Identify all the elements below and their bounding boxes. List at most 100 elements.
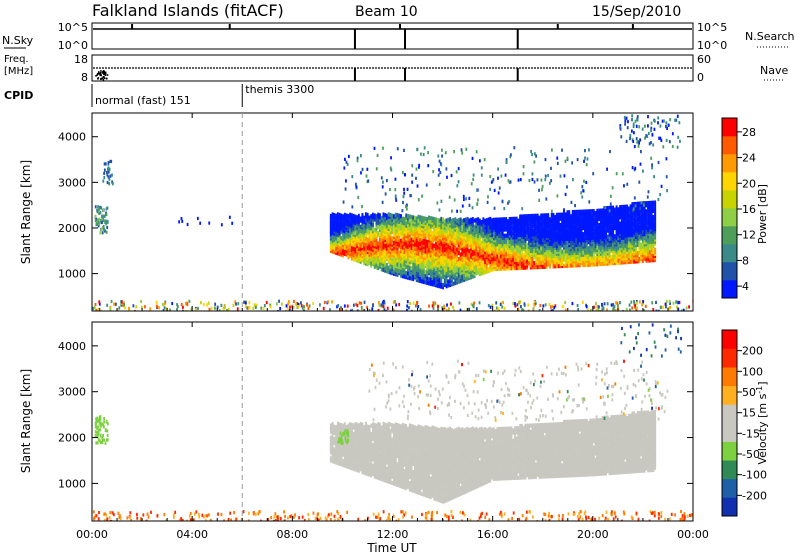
power-cell — [633, 223, 635, 227]
power-cell — [496, 246, 498, 250]
power-cell — [409, 272, 411, 276]
power-cell — [532, 178, 534, 181]
power-cell — [409, 219, 411, 223]
power-cell — [353, 214, 355, 218]
power-cell — [385, 192, 387, 195]
power-cell — [669, 140, 671, 143]
power-cell — [634, 167, 636, 170]
power-cell — [620, 135, 622, 138]
power-cell — [593, 254, 595, 258]
power-cell — [382, 268, 384, 272]
power-cell — [503, 254, 505, 258]
nsearch-label: N.Search — [745, 30, 795, 43]
power-cell — [634, 196, 636, 199]
power-cell — [677, 308, 679, 311]
power-cell — [509, 250, 511, 254]
power-cell — [423, 153, 425, 156]
power-cell — [487, 201, 489, 204]
power-cell — [481, 220, 483, 224]
power-cell — [582, 210, 584, 214]
power-cell — [489, 175, 491, 178]
power-cell — [645, 226, 647, 230]
power-cell — [419, 223, 421, 227]
power-cell — [453, 150, 455, 153]
power-cell — [514, 258, 516, 262]
power-cell — [531, 224, 533, 228]
station-title: Falkland Islands (fitACF) — [92, 1, 284, 20]
power-cell — [610, 206, 612, 210]
power-cell — [377, 213, 379, 217]
power-cell — [629, 137, 631, 140]
power-cell — [647, 124, 649, 127]
power-cell — [565, 193, 567, 196]
power-cell — [449, 217, 451, 221]
power-cell — [654, 200, 656, 204]
power-cell — [526, 214, 528, 218]
power-cell — [470, 218, 472, 222]
power-cell — [339, 213, 341, 217]
power-cell — [663, 119, 665, 122]
power-cell — [600, 209, 602, 213]
power-cell — [388, 212, 390, 216]
power-cell — [344, 252, 346, 256]
power-cell — [411, 164, 413, 167]
power-cell — [637, 115, 639, 118]
power-cell — [603, 233, 605, 237]
power-cell — [528, 239, 530, 243]
power-cell — [456, 239, 458, 243]
power-cell — [647, 201, 649, 205]
power-cell — [648, 132, 650, 135]
power-cell — [616, 172, 618, 175]
power-cell — [551, 252, 553, 256]
power-cell — [607, 214, 609, 218]
power-cell — [404, 250, 406, 254]
power-cell — [447, 218, 449, 222]
power-cell — [651, 215, 653, 219]
power-cell — [500, 254, 502, 258]
power-cell — [423, 239, 425, 243]
power-cell — [423, 257, 425, 261]
power-cell — [510, 229, 512, 233]
power-cell — [370, 237, 372, 241]
power-cell — [472, 250, 474, 254]
power-cell — [379, 213, 381, 217]
power-cell — [333, 246, 335, 250]
power-cell — [560, 213, 562, 217]
power-cell — [465, 197, 467, 200]
power-cell — [540, 213, 542, 217]
power-cell — [347, 163, 349, 166]
power-cell — [642, 212, 644, 216]
power-cell — [537, 224, 539, 228]
power-cell — [417, 184, 419, 187]
power-cell — [382, 201, 384, 204]
power-cell — [631, 202, 633, 206]
power-cell — [451, 251, 453, 255]
power-cell — [458, 218, 460, 222]
power-cell — [458, 273, 460, 277]
power-cell — [340, 236, 342, 240]
power-cell — [619, 221, 621, 225]
power-cell — [486, 253, 488, 257]
power-cell — [391, 226, 393, 230]
power-cell — [437, 154, 439, 157]
power-cell — [418, 198, 420, 201]
power-cell — [640, 214, 642, 218]
power-cell — [592, 172, 594, 175]
power-cell — [542, 220, 544, 224]
power-cell — [449, 250, 451, 254]
power-cell — [492, 178, 494, 181]
power-cell — [631, 227, 633, 231]
power-cell — [589, 263, 591, 267]
power-cell — [347, 214, 349, 218]
power-cell — [474, 257, 476, 261]
power-cell — [389, 219, 391, 223]
power-cell — [447, 279, 449, 283]
power-cell — [456, 219, 458, 223]
power-cell — [444, 248, 446, 252]
power-cell — [456, 268, 458, 272]
power-cell — [472, 157, 474, 160]
power-cell — [503, 225, 505, 229]
power-cell — [426, 183, 428, 186]
power-cell — [362, 168, 364, 171]
power-cell — [514, 254, 516, 258]
